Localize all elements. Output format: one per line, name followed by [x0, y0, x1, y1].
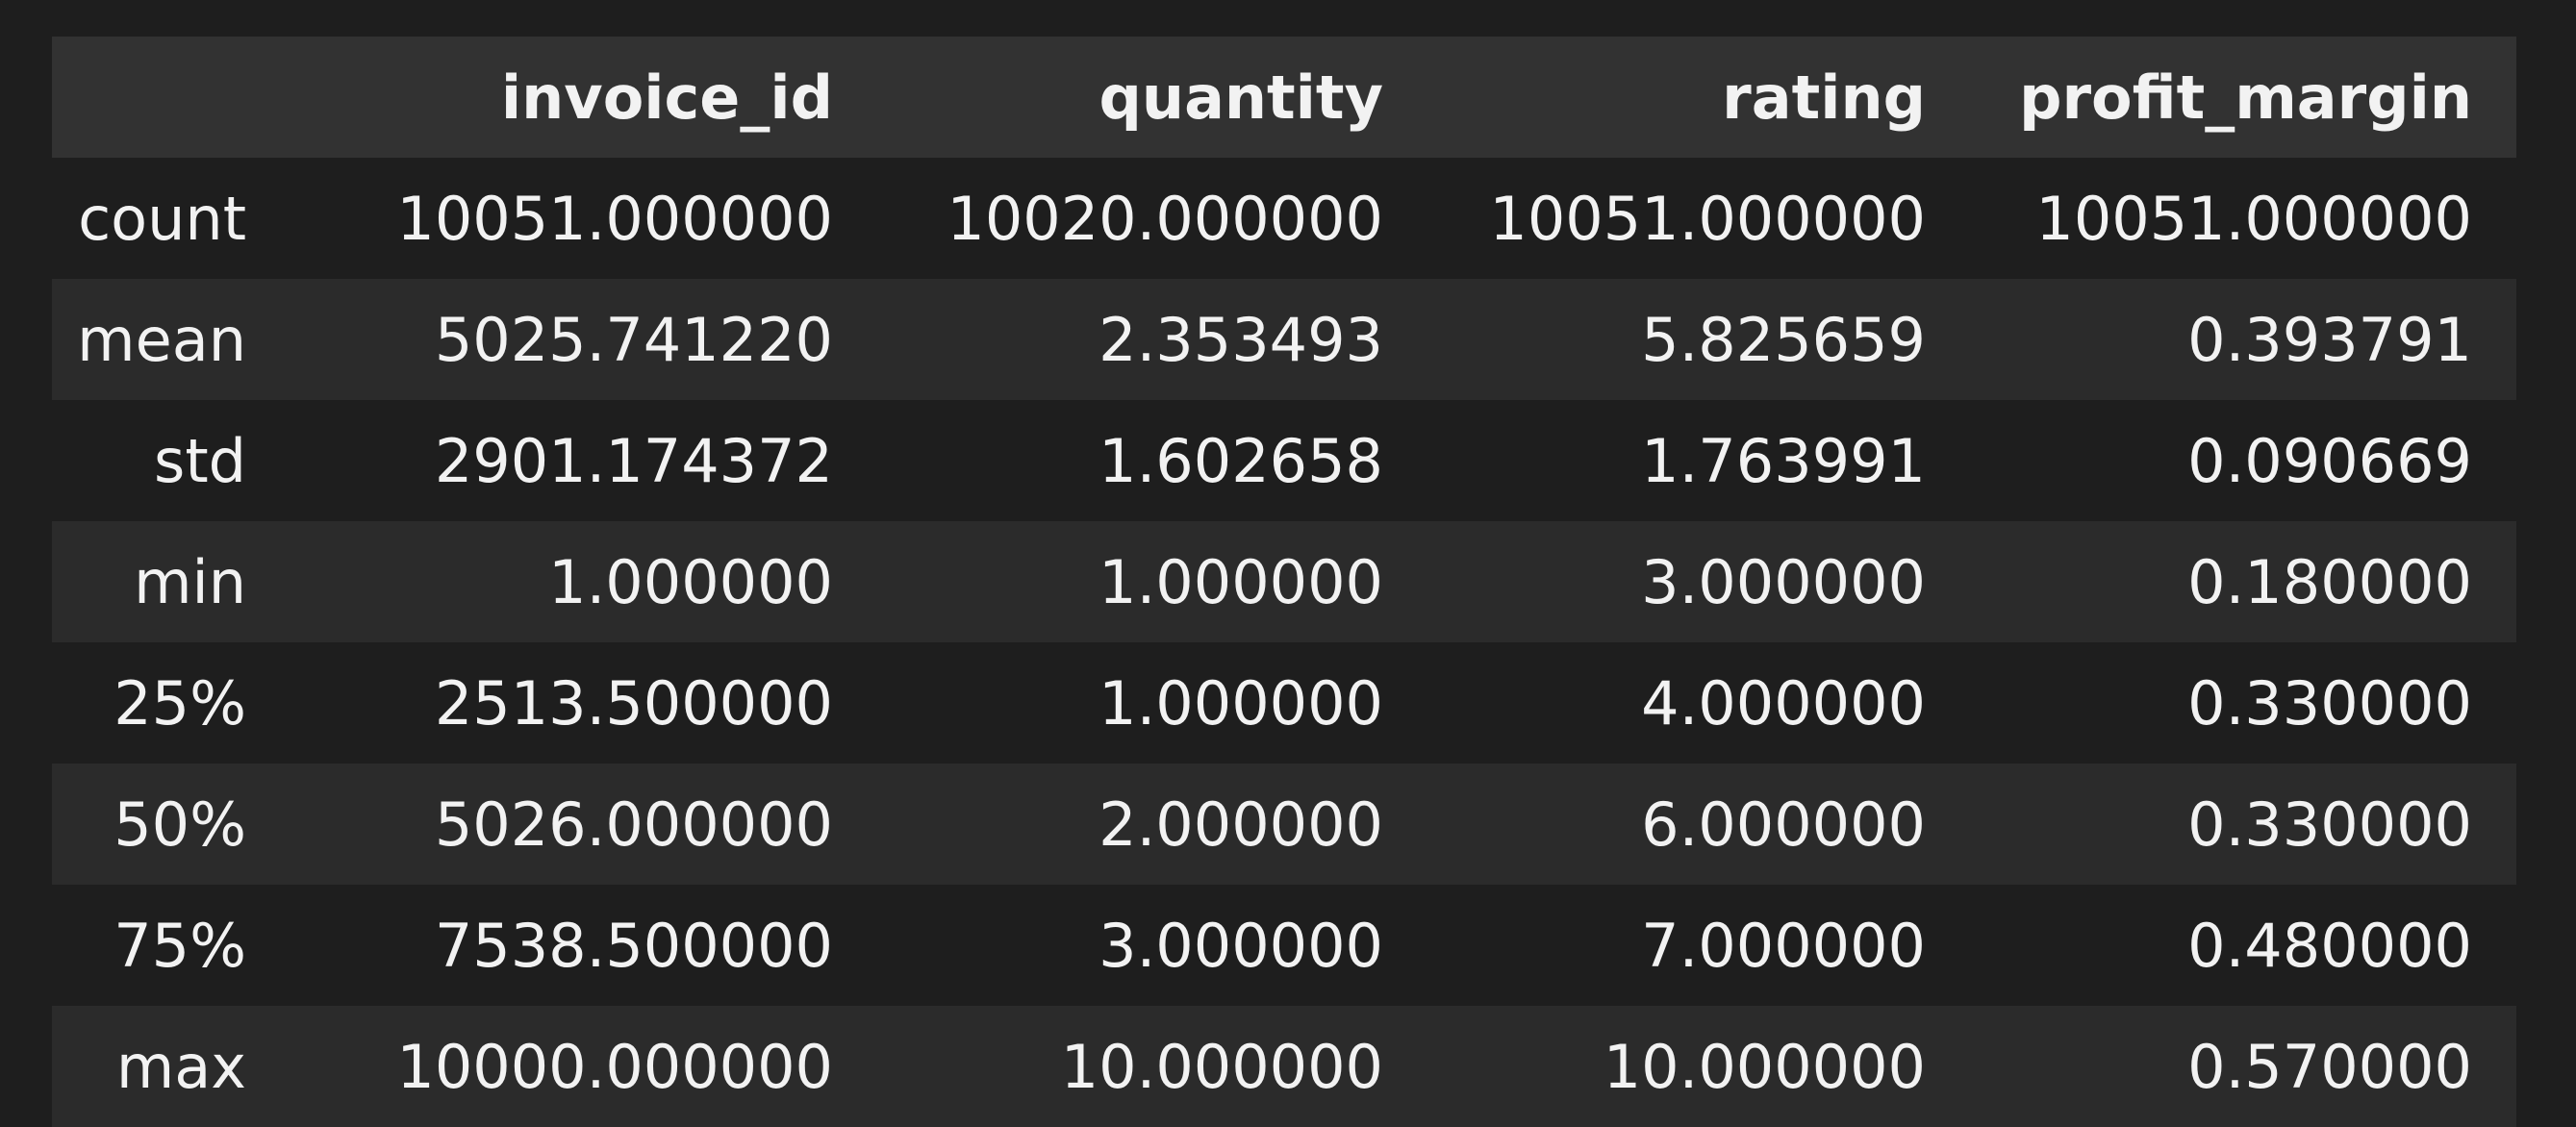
cell-value: 10.000000	[1060, 1031, 1383, 1102]
describe-table: invoice_id quantity rating profit_margin…	[52, 37, 2516, 1127]
table-row: std 2901.174372 1.602658 1.763991 0.0906…	[52, 400, 2516, 521]
table-row: min 1.000000 1.000000 3.000000 0.180000	[52, 521, 2516, 642]
cell-value: 10020.000000	[947, 183, 1383, 254]
cell-value: 2.353493	[1099, 304, 1383, 375]
row-label: max	[115, 1031, 246, 1102]
row-label: std	[154, 425, 246, 496]
header-profit-margin: profit_margin	[2019, 62, 2472, 133]
table-row: 75% 7538.500000 3.000000 7.000000 0.4800…	[52, 885, 2516, 1006]
cell-value: 4.000000	[1641, 667, 1926, 739]
row-label: mean	[77, 304, 246, 375]
row-label: count	[78, 183, 246, 254]
describe-output: invoice_id quantity rating profit_margin…	[52, 37, 2516, 1127]
cell-value: 2901.174372	[434, 425, 833, 496]
header-invoice-id: invoice_id	[500, 62, 833, 133]
cell-value: 0.570000	[2187, 1031, 2472, 1102]
table-row: mean 5025.741220 2.353493 5.825659 0.393…	[52, 279, 2516, 400]
row-label: 75%	[114, 910, 246, 981]
cell-value: 10051.000000	[396, 183, 833, 254]
cell-value: 5.825659	[1641, 304, 1926, 375]
header-rating: rating	[1722, 62, 1926, 133]
table-row: 50% 5026.000000 2.000000 6.000000 0.3300…	[52, 764, 2516, 885]
cell-value: 7.000000	[1641, 910, 1926, 981]
header-quantity: quantity	[1099, 62, 1383, 133]
cell-value: 6.000000	[1641, 789, 1926, 860]
cell-value: 10.000000	[1603, 1031, 1926, 1102]
row-label: 25%	[114, 667, 246, 739]
cell-value: 7538.500000	[434, 910, 833, 981]
cell-value: 0.330000	[2187, 789, 2472, 860]
cell-value: 2513.500000	[434, 667, 833, 739]
table-row: max 10000.000000 10.000000 10.000000 0.5…	[52, 1006, 2516, 1127]
cell-value: 1.000000	[1099, 667, 1383, 739]
row-label: min	[134, 546, 246, 617]
row-label: 50%	[114, 789, 246, 860]
cell-value: 0.180000	[2187, 546, 2472, 617]
cell-value: 1.000000	[548, 546, 833, 617]
cell-value: 2.000000	[1099, 789, 1383, 860]
header-row: invoice_id quantity rating profit_margin	[52, 37, 2516, 158]
cell-value: 3.000000	[1641, 546, 1926, 617]
cell-value: 1.000000	[1099, 546, 1383, 617]
table-row: count 10051.000000 10020.000000 10051.00…	[52, 158, 2516, 279]
cell-value: 5026.000000	[434, 789, 833, 860]
cell-value: 1.602658	[1099, 425, 1383, 496]
cell-value: 3.000000	[1099, 910, 1383, 981]
cell-value: 0.090669	[2187, 425, 2472, 496]
cell-value: 10000.000000	[396, 1031, 833, 1102]
cell-value: 1.763991	[1641, 425, 1926, 496]
cell-value: 0.330000	[2187, 667, 2472, 739]
cell-value: 10051.000000	[1489, 183, 1926, 254]
table-row: 25% 2513.500000 1.000000 4.000000 0.3300…	[52, 642, 2516, 764]
cell-value: 0.480000	[2187, 910, 2472, 981]
cell-value: 10051.000000	[2035, 183, 2472, 254]
cell-value: 0.393791	[2187, 304, 2472, 375]
cell-value: 5025.741220	[434, 304, 833, 375]
header-index	[52, 37, 290, 158]
